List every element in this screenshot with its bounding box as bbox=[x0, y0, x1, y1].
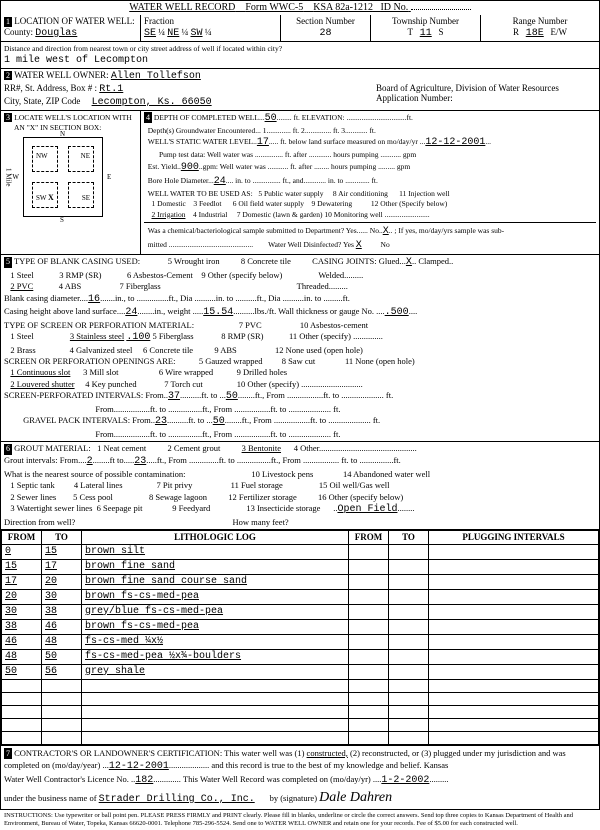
id-blank bbox=[411, 9, 471, 10]
township-value: 11 bbox=[420, 28, 432, 39]
county-label: County: bbox=[4, 27, 33, 37]
table-row bbox=[2, 731, 599, 744]
certification-section: 7 CONTRACTOR'S OR LANDOWNER'S CERTIFICAT… bbox=[1, 745, 599, 809]
township-label: Township Number bbox=[392, 16, 459, 26]
signature: Dale Dahren bbox=[319, 790, 392, 805]
grout-section: 6 GROUT MATERIAL: 1 Neat cement 2 Cement… bbox=[1, 442, 599, 530]
direction-label: Distance and direction from nearest town… bbox=[4, 44, 282, 53]
table-row: 4850fs-cs-med-pea ½x¾-boulders bbox=[2, 649, 599, 664]
casing-section: 5 TYPE OF BLANK CASING USED: 5 Wrought i… bbox=[1, 255, 599, 442]
section-label: Section Number bbox=[296, 16, 355, 26]
frac3: SW bbox=[191, 28, 203, 39]
lithologic-log-table: FROM TO LITHOLOGIC LOG FROM TO PLUGGING … bbox=[1, 530, 599, 745]
table-row bbox=[2, 718, 599, 731]
table-row: 2030brown fs-cs-med-pea bbox=[2, 589, 599, 604]
location-row: 1 LOCATION OF WATER WELL: County: Dougla… bbox=[1, 15, 599, 42]
frac1: SE bbox=[144, 28, 156, 39]
section-3-4: 3 LOCATE WELL'S LOCATION WITH AN "X" IN … bbox=[1, 111, 599, 256]
instructions: INSTRUCTIONS: Use typewriter or ball poi… bbox=[0, 810, 600, 830]
ksa: KSA 82a-1212 bbox=[313, 2, 373, 13]
form-no: Form WWC-5 bbox=[245, 2, 303, 13]
table-row bbox=[2, 679, 599, 692]
section-box-diagram: NW NE SW X SE N S bbox=[23, 137, 103, 217]
owner-label: WATER WELL OWNER: bbox=[14, 70, 108, 80]
x-mark: X bbox=[48, 193, 54, 203]
owner-name: Allen Tollefson bbox=[111, 71, 201, 82]
direction-value: 1 mile west of Lecompton bbox=[4, 55, 148, 66]
table-row bbox=[2, 705, 599, 718]
table-row: 1720brown fine sand course sand bbox=[2, 574, 599, 589]
frac2: NE bbox=[167, 28, 179, 39]
id-label: ID No. bbox=[380, 2, 408, 13]
range-value: 18E bbox=[526, 28, 544, 39]
loc-label: LOCATION OF WATER WELL: bbox=[14, 16, 134, 26]
title: WATER WELL RECORD bbox=[129, 2, 235, 13]
county-value: Douglas bbox=[35, 28, 77, 39]
form-header: WATER WELL RECORD Form WWC-5 KSA 82a-121… bbox=[1, 1, 599, 15]
table-row: 3846brown fs-cs-med-pea bbox=[2, 619, 599, 634]
table-row: 1517brown fine sand bbox=[2, 559, 599, 574]
section-value: 28 bbox=[319, 28, 331, 39]
owner-section: 2 WATER WELL OWNER: Allen Tollefson RR#,… bbox=[1, 69, 599, 111]
table-row: 3038grey/blue fs-cs-med-pea bbox=[2, 604, 599, 619]
table-row bbox=[2, 692, 599, 705]
table-row: 015brown silt bbox=[2, 544, 599, 559]
range-label: Range Number bbox=[513, 16, 568, 26]
fraction-label: Fraction bbox=[144, 16, 174, 26]
table-row: 4648fs-cs-med ¼x½ bbox=[2, 634, 599, 649]
form-container: WATER WELL RECORD Form WWC-5 KSA 82a-121… bbox=[0, 0, 600, 810]
table-row: 5056grey shale bbox=[2, 664, 599, 679]
section-1-num: 1 bbox=[4, 17, 12, 27]
